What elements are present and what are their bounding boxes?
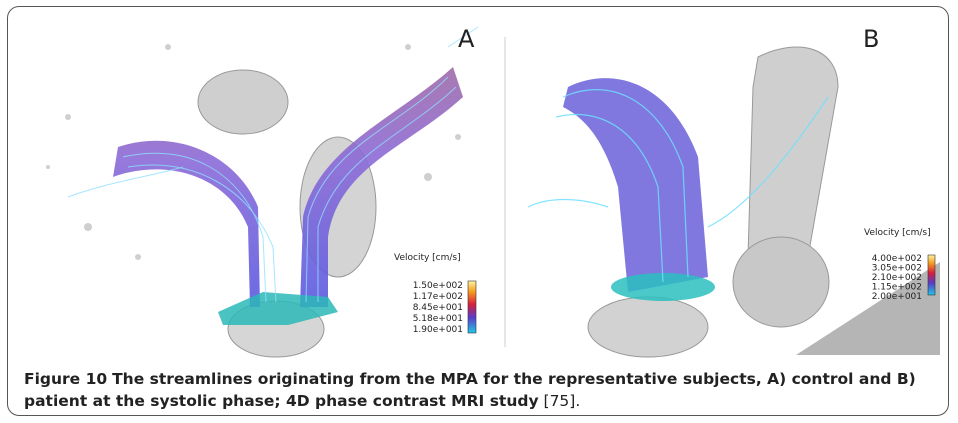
legend-tick-label: 1.17e+002 — [413, 292, 463, 302]
legend-tick-label: 1.90e+001 — [413, 325, 463, 335]
legend-tick-label: 2.10e+002 — [872, 273, 922, 283]
caption-ref: [75]. — [544, 392, 581, 410]
legend-tick-label: 3.05e+002 — [872, 264, 922, 274]
caption-label: Figure 10 — [24, 370, 107, 388]
panel-label: B — [863, 25, 879, 53]
legend-title: Velocity [cm/s] — [864, 228, 931, 238]
legend-tick-label: 1.50e+002 — [413, 281, 463, 291]
legend-title: Velocity [cm/s] — [394, 253, 461, 263]
caption: Figure 10 The streamlines originating fr… — [24, 368, 944, 412]
figure-image: A Velocity [cm/s] 1.50e+0021.17e+0028.45e+… — [8, 7, 949, 367]
legend-tick-label: 4.00e+002 — [872, 254, 922, 264]
panel-label: A — [458, 25, 475, 53]
legend-tick-label: 2.00e+001 — [872, 292, 922, 302]
panel-b-render — [528, 47, 940, 357]
legend-tick-label: 8.45e+001 — [413, 303, 463, 313]
caption-text: The streamlines originating from the MPA… — [24, 370, 916, 410]
legend-tick-label: 5.18e+001 — [413, 314, 463, 324]
colorbar-a — [468, 281, 476, 333]
colorbar-b — [928, 255, 935, 295]
legend-tick-label: 1.15e+002 — [872, 283, 922, 293]
